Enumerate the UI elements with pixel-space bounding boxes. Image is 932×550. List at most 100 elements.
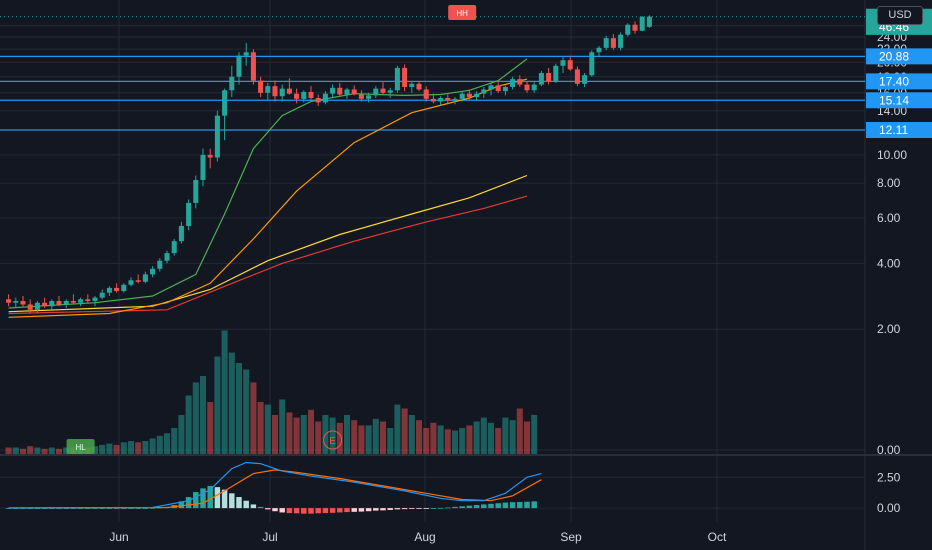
price-label-box bbox=[866, 92, 932, 109]
volume-bar bbox=[250, 382, 257, 454]
candle-body bbox=[466, 93, 472, 98]
volume-bar bbox=[444, 429, 451, 454]
candle-body bbox=[150, 268, 156, 275]
candle-body bbox=[610, 38, 616, 48]
candle-body bbox=[222, 90, 228, 116]
candle-body bbox=[106, 287, 112, 293]
macd-hist-bar bbox=[517, 501, 523, 509]
volume-bar bbox=[178, 415, 185, 454]
volume-bar bbox=[199, 376, 207, 454]
candle-body bbox=[538, 73, 544, 85]
volume-bar bbox=[300, 415, 307, 454]
volume-bar bbox=[257, 402, 264, 454]
macd-hist-bar bbox=[416, 508, 422, 509]
volume-bar bbox=[372, 418, 379, 454]
macd-hist-bar bbox=[329, 508, 336, 513]
candle-body bbox=[250, 52, 256, 81]
macd-hist-bar bbox=[488, 503, 494, 509]
macd-hist-bar bbox=[502, 502, 509, 509]
volume-bar bbox=[365, 425, 372, 454]
macd-hist-bar bbox=[495, 503, 501, 509]
candle-body bbox=[157, 260, 163, 269]
volume-bar bbox=[235, 363, 243, 454]
candle-body bbox=[258, 80, 264, 93]
candle-body bbox=[438, 97, 444, 102]
candle-body bbox=[632, 24, 638, 31]
macd-hist-bar bbox=[41, 508, 48, 509]
volume-bar bbox=[221, 330, 228, 454]
volume-bar bbox=[99, 444, 106, 454]
macd-hist-bar bbox=[229, 493, 235, 509]
candle-body bbox=[546, 73, 552, 82]
candle-body bbox=[423, 89, 429, 99]
candle-body bbox=[445, 97, 451, 101]
currency-button[interactable]: USD bbox=[877, 6, 923, 25]
volume-bar bbox=[286, 412, 293, 454]
candle-body bbox=[510, 79, 516, 87]
volume-bar bbox=[106, 443, 113, 454]
candle-body bbox=[315, 97, 321, 103]
macd-hist-bar bbox=[243, 500, 249, 509]
price-label-box bbox=[866, 73, 932, 90]
volume-bar bbox=[5, 447, 12, 454]
candle-body bbox=[387, 90, 393, 93]
volume-bar bbox=[459, 428, 466, 454]
macd-hist-bar bbox=[200, 488, 206, 509]
candle-body bbox=[430, 98, 436, 102]
candle-body bbox=[322, 93, 328, 103]
volume-bar bbox=[264, 404, 271, 454]
candle-body bbox=[452, 98, 458, 101]
volume-bar bbox=[34, 447, 41, 454]
macd-hist-bar bbox=[106, 508, 113, 509]
candle-body bbox=[27, 304, 33, 310]
price-label-text: 12.11 bbox=[879, 123, 908, 137]
volume-bar bbox=[358, 425, 365, 454]
macd-hist-bar bbox=[531, 501, 537, 509]
macd-signal-line bbox=[8, 469, 542, 509]
candle-body bbox=[186, 202, 192, 226]
candle-body bbox=[63, 301, 69, 305]
candle-body bbox=[517, 79, 523, 85]
candle-body bbox=[358, 94, 364, 99]
candle-body bbox=[337, 87, 343, 95]
candle-body bbox=[6, 299, 12, 303]
price-axis: 0.002.004.006.008.0010.0014.0016.0018.00… bbox=[866, 8, 932, 457]
price-label-box bbox=[866, 48, 932, 65]
macd-hist-bar bbox=[214, 487, 221, 509]
macd-hist-bar bbox=[99, 508, 105, 509]
macd-hist-bar bbox=[286, 508, 293, 514]
volume-bar bbox=[495, 428, 502, 454]
macd-hist-bar bbox=[121, 508, 127, 509]
macd-hist-bar bbox=[437, 507, 444, 509]
volume-bar bbox=[149, 438, 156, 454]
macd-hist-bar bbox=[423, 508, 429, 509]
higher-low-label: HL bbox=[75, 443, 86, 452]
candle-body bbox=[121, 284, 127, 292]
macd-line bbox=[8, 461, 542, 509]
macd-hist-bar bbox=[77, 508, 84, 509]
macd-hist-bar bbox=[92, 508, 98, 509]
candle-body bbox=[85, 299, 91, 302]
candle-body bbox=[13, 301, 19, 303]
candle-body bbox=[625, 24, 631, 35]
macd-tick-label: 2.50 bbox=[877, 470, 901, 484]
candle-body bbox=[488, 85, 494, 90]
price-label-box bbox=[866, 122, 932, 139]
macd-hist-bar bbox=[178, 501, 185, 509]
macd-hist-bar bbox=[34, 508, 41, 509]
candle-body bbox=[286, 88, 292, 94]
candle-body bbox=[99, 292, 105, 298]
volume-bar bbox=[120, 442, 127, 454]
candle-body bbox=[92, 297, 98, 302]
candle-body bbox=[502, 86, 508, 92]
candle-body bbox=[164, 253, 170, 261]
macd-hist-bar bbox=[63, 508, 69, 509]
time-tick-label: Sep bbox=[560, 530, 582, 544]
candle-body bbox=[229, 76, 235, 91]
macd-hist-bar bbox=[279, 508, 285, 513]
macd-hist-bar bbox=[481, 504, 487, 509]
candle-body bbox=[49, 301, 55, 307]
earnings-label: E bbox=[329, 436, 336, 447]
macd-hist-bar bbox=[70, 508, 77, 509]
